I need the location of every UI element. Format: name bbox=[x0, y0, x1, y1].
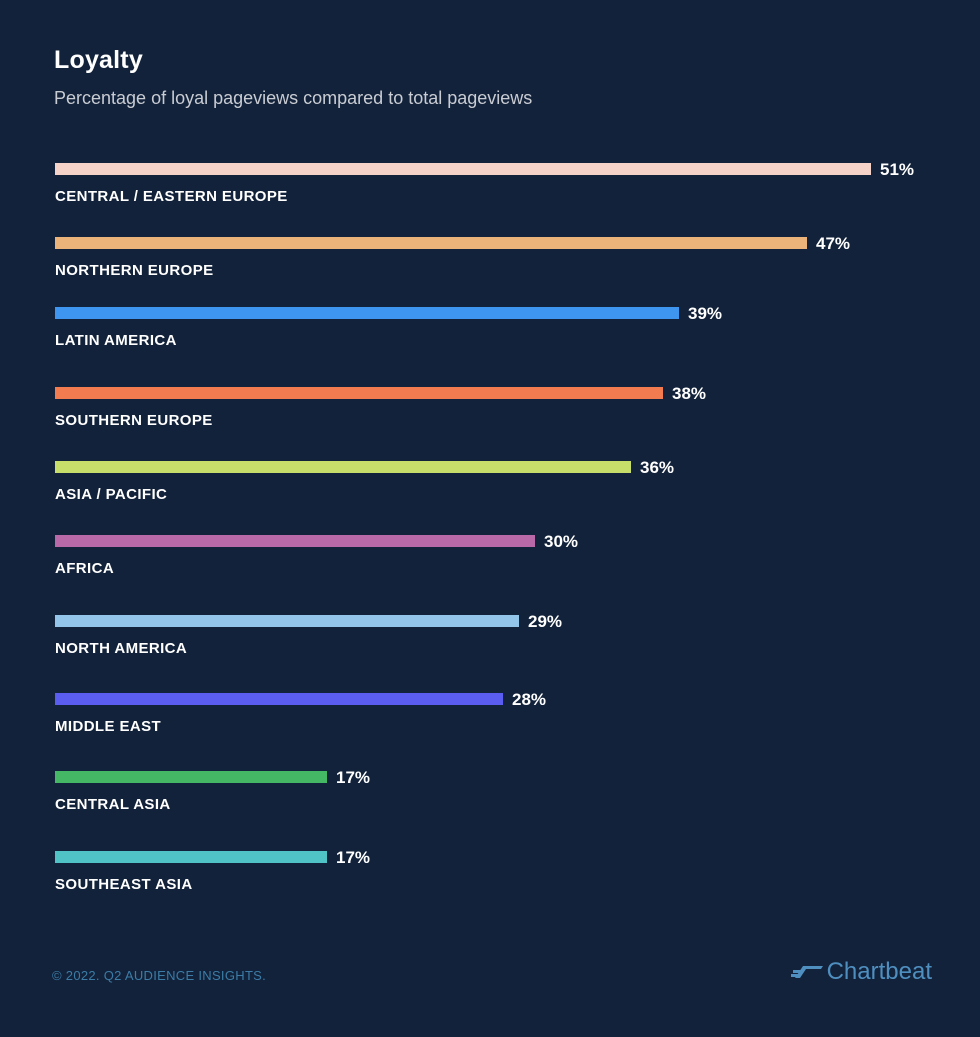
bar-5 bbox=[55, 535, 535, 547]
bar-0 bbox=[55, 163, 871, 175]
bar-category-label: LATIN AMERICA bbox=[55, 332, 177, 349]
bar-value-label: 47% bbox=[816, 234, 850, 253]
bar-category-label: SOUTHERN EUROPE bbox=[55, 412, 213, 429]
bar-8 bbox=[55, 771, 327, 783]
chartbeat-logo-icon bbox=[790, 966, 823, 978]
bar-value-label: 51% bbox=[880, 160, 914, 179]
bar-7 bbox=[55, 693, 503, 705]
bar-category-label: CENTRAL ASIA bbox=[55, 796, 171, 813]
bar-value-label: 28% bbox=[512, 690, 546, 709]
bar-category-label: NORTH AMERICA bbox=[55, 640, 187, 657]
brand-logo: Chartbeat bbox=[790, 958, 932, 986]
bar-category-label: CENTRAL / EASTERN EUROPE bbox=[55, 188, 288, 205]
bar-category-label: ASIA / PACIFIC bbox=[55, 486, 167, 503]
chart-title: Loyalty bbox=[54, 46, 143, 74]
bar-category-label: AFRICA bbox=[55, 560, 114, 577]
copyright-text: © 2022. Q2 AUDIENCE INSIGHTS. bbox=[52, 968, 267, 983]
bar-value-label: 29% bbox=[528, 612, 562, 631]
bar-category-label: SOUTHEAST ASIA bbox=[55, 876, 193, 893]
chart-subtitle: Percentage of loyal pageviews compared t… bbox=[54, 88, 533, 108]
bar-1 bbox=[55, 237, 807, 249]
bar-2 bbox=[55, 307, 679, 319]
bar-value-label: 39% bbox=[688, 304, 722, 323]
bar-category-label: MIDDLE EAST bbox=[55, 718, 161, 735]
bar-6 bbox=[55, 615, 519, 627]
bar-category-label: NORTHERN EUROPE bbox=[55, 262, 214, 279]
bar-value-label: 17% bbox=[336, 848, 370, 867]
bar-value-label: 30% bbox=[544, 532, 578, 551]
bar-3 bbox=[55, 387, 663, 399]
bar-value-label: 36% bbox=[640, 458, 674, 477]
brand-name: Chartbeat bbox=[826, 958, 932, 985]
bar-chart: 51% CENTRAL / EASTERN EUROPE 47% NORTHERN E… bbox=[55, 160, 914, 893]
bar-value-label: 38% bbox=[672, 384, 706, 403]
bar-4 bbox=[55, 461, 631, 473]
bar-9 bbox=[55, 851, 327, 863]
bar-value-label: 17% bbox=[336, 768, 370, 787]
